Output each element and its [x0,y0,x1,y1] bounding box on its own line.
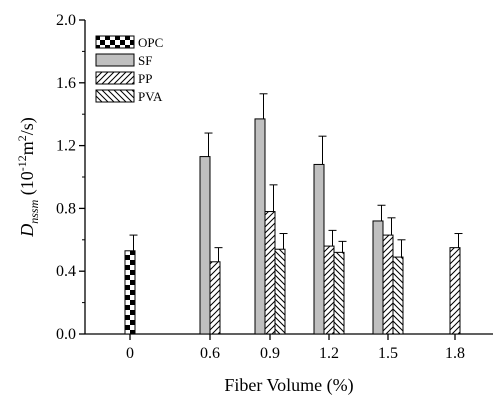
bar-pp-1_2 [323,245,335,335]
bar-pp-0_9 [264,211,276,335]
x-axis-title: Fiber Volume (%) [224,375,353,396]
legend-label-pva: PVA [138,89,163,104]
y-tick-label: 2.0 [56,12,76,29]
bar-pva-0_9 [274,248,286,335]
bar-sf-1_5 [372,220,384,335]
y-axis-symbol: D [17,224,37,238]
bar-opc-0 [124,250,136,335]
y-axis-unit-mid: m [17,141,37,155]
bar-sf-0_9 [254,118,266,335]
x-tick-label: 1.5 [378,345,398,362]
bar-pva-1_5 [392,256,404,335]
x-tick-label: 0 [126,345,134,362]
y-axis-unit-exp: -12 [15,155,29,171]
x-tick-label: 0.9 [260,345,280,362]
legend-label-opc: OPC [138,35,163,50]
bar-pp-1_5 [382,234,394,335]
bar-pva-1_2 [333,251,345,335]
y-tick-label: 0.0 [56,326,76,343]
y-tick-label: 0.8 [56,200,76,217]
legend-label-pp: PP [138,71,152,86]
y-axis-title: Dnssm (10-12m2/s) [15,117,41,238]
bar-sf-1_2 [313,163,325,335]
bar-pp-0_6 [209,261,221,335]
y-axis-unit-open: (10 [17,171,38,200]
y-axis-unit-exp2: 2 [15,135,29,141]
y-axis-subscript: nssm [27,199,41,223]
legend-swatch-pp [95,71,135,85]
legend-label-sf: SF [138,53,152,68]
legend: OPC SF PP PVA [95,35,163,104]
y-tick-label: 0.4 [56,263,76,280]
legend-swatch-pva [95,89,135,103]
x-tick-label: 1.8 [445,345,465,362]
legend-swatch-sf [95,53,135,67]
bar-sf-0_6 [199,156,211,335]
y-tick-label: 1.6 [56,75,76,92]
x-tick-label: 1.2 [319,345,339,362]
y-axis-unit-close: /s) [17,117,38,135]
legend-swatch-opc [95,35,135,49]
y-tick-label: 1.2 [56,138,76,155]
x-tick-label: 0.6 [200,345,220,362]
bar-pp-1_8 [449,247,461,335]
